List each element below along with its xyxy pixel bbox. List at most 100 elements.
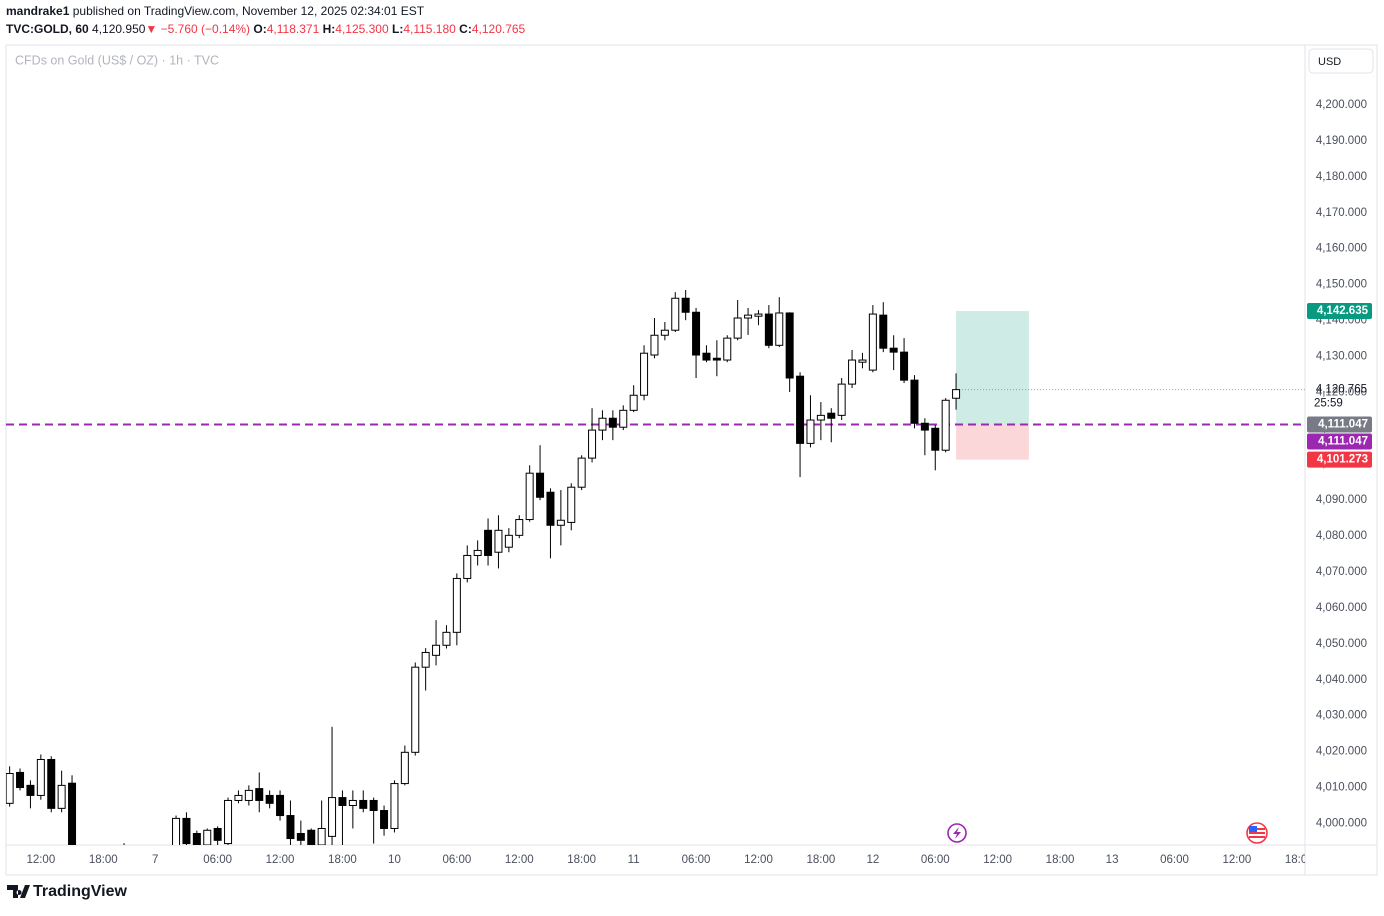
- change: −5.760 (−0.14%): [161, 22, 250, 36]
- x-tick-label: 18:00: [806, 854, 835, 866]
- y-tick-label: 4,170.000: [1316, 207, 1367, 219]
- candle-body: [733, 317, 742, 339]
- candle-body: [57, 784, 66, 809]
- x-tick-label: 18:00: [89, 854, 118, 866]
- candle-body: [546, 491, 555, 526]
- ohlc-key: C:: [459, 22, 472, 36]
- candle-body: [827, 412, 836, 419]
- y-tick-label: 4,180.000: [1316, 171, 1367, 183]
- event-icons: [947, 822, 1268, 844]
- candle-body: [681, 297, 690, 313]
- y-tick-label: 4,130.000: [1316, 350, 1367, 362]
- price-label: 4,111.047: [1318, 436, 1368, 448]
- candle-body: [889, 347, 898, 353]
- candle-body: [203, 829, 212, 845]
- y-tick-label: 4,120.000: [1316, 386, 1367, 398]
- candle-body: [785, 312, 794, 379]
- candle-body: [598, 417, 607, 431]
- y-tick-label: 4,010.000: [1316, 782, 1367, 794]
- candle-body: [162, 849, 169, 853]
- y-tick-label: 4,030.000: [1316, 710, 1367, 722]
- x-tick-label: 12:00: [1222, 854, 1251, 866]
- candle-body: [421, 651, 430, 668]
- countdown: 25:59: [1314, 398, 1343, 410]
- x-tick-label: 18:00: [328, 854, 357, 866]
- candle-body: [504, 534, 513, 548]
- x-ticks: 12:00 18:00 7 06:00 12:00 18:00 10 06:00 12:00 18…: [26, 854, 1305, 866]
- price-label: 4,142.635: [1317, 305, 1369, 317]
- ohlc-value: 4,118.371: [267, 22, 320, 36]
- ohlc-value: 4,125.300: [335, 22, 389, 36]
- target-zone: [956, 311, 1029, 425]
- ohlc-value: 4,120.765: [472, 22, 526, 36]
- candle-body: [6, 773, 14, 804]
- price-label-box: [1307, 303, 1372, 320]
- candle-body: [338, 797, 347, 806]
- candle-body: [182, 817, 191, 845]
- stop-zone: [956, 424, 1029, 460]
- price-label-box: [1307, 451, 1372, 468]
- candle-body: [525, 472, 534, 521]
- symbol: TVC:GOLD, 60: [6, 22, 89, 36]
- candle-body: [26, 784, 35, 796]
- candle-body: [380, 810, 389, 829]
- x-tick-label: 06:00: [442, 854, 471, 866]
- x-tick-label: 10: [388, 854, 401, 866]
- ohlc-key: H:: [323, 22, 336, 36]
- candle-body: [47, 759, 56, 809]
- x-tick-label: 12: [866, 854, 879, 866]
- candle-body: [36, 759, 45, 796]
- candle-body: [369, 799, 378, 812]
- y-tick-label: 4,020.000: [1316, 746, 1367, 758]
- currency-button[interactable]: [1308, 48, 1374, 74]
- candle-body: [400, 751, 409, 785]
- ohlc-value: 4,115.180: [403, 22, 456, 36]
- axes: 4,000.000 4,010.000 4,020.000 4,030.000 4,04…: [26, 99, 1367, 866]
- y-tick-label: 4,000.000: [1316, 817, 1367, 829]
- price-label: 4,111.047: [1318, 419, 1368, 431]
- candle-body: [712, 357, 721, 361]
- currency[interactable]: USD: [1318, 56, 1341, 68]
- candle-body: [494, 529, 503, 553]
- candle-body: [837, 383, 846, 416]
- candle-body: [244, 789, 253, 801]
- candle-body: [692, 311, 701, 356]
- candle-body: [296, 833, 305, 841]
- x-tick-label: 06:00: [1160, 854, 1189, 866]
- candle-body: [234, 794, 243, 801]
- header-line-2: TVC:GOLD, 60 4,120.950▼ −5.760 (−0.14%) …: [6, 22, 526, 36]
- candle-body: [879, 314, 888, 349]
- x-tick-label: 18:00: [567, 854, 596, 866]
- logo: TradingView: [7, 883, 128, 900]
- published: published on TradingView.com, November 1…: [73, 4, 425, 18]
- y-tick-label: 4,090.000: [1316, 494, 1367, 506]
- candle-body: [89, 867, 96, 878]
- candle-body: [328, 797, 337, 837]
- candle-body: [473, 549, 482, 556]
- candle-body: [131, 856, 138, 863]
- header-line-1: mandrake1 published on TradingView.com, …: [6, 4, 425, 18]
- candle-body: [442, 631, 451, 646]
- candle-body: [432, 644, 441, 656]
- price-label-box: [1307, 433, 1372, 450]
- ohlc-key: L:: [392, 22, 403, 36]
- x-tick-label: 12:00: [744, 854, 773, 866]
- candle-body: [213, 827, 222, 841]
- y-tick-label: 4,190.000: [1316, 135, 1367, 147]
- candle-body: [764, 313, 773, 346]
- price: 4,120.950: [92, 22, 146, 36]
- candle-body: [463, 554, 472, 579]
- y-tick-label: 4,040.000: [1316, 674, 1367, 686]
- candle-body: [484, 529, 493, 556]
- candle-body: [868, 313, 877, 371]
- candle-body: [172, 817, 181, 845]
- x-tick-label: 06:00: [203, 854, 232, 866]
- candle-body: [941, 399, 950, 451]
- candle-body: [744, 314, 753, 319]
- x-tick-label: 12:00: [505, 854, 534, 866]
- arrow: ▼: [145, 22, 157, 36]
- candle-body: [567, 486, 576, 523]
- candle-body: [307, 829, 316, 845]
